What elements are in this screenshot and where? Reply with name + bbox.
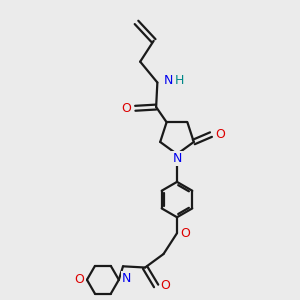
Text: O: O: [181, 227, 190, 240]
Text: O: O: [215, 128, 225, 141]
Text: N: N: [164, 74, 173, 87]
Text: O: O: [121, 102, 131, 115]
Text: O: O: [75, 273, 85, 286]
Text: H: H: [174, 74, 184, 87]
Text: N: N: [122, 272, 131, 285]
Text: N: N: [172, 152, 182, 165]
Text: O: O: [160, 279, 170, 292]
